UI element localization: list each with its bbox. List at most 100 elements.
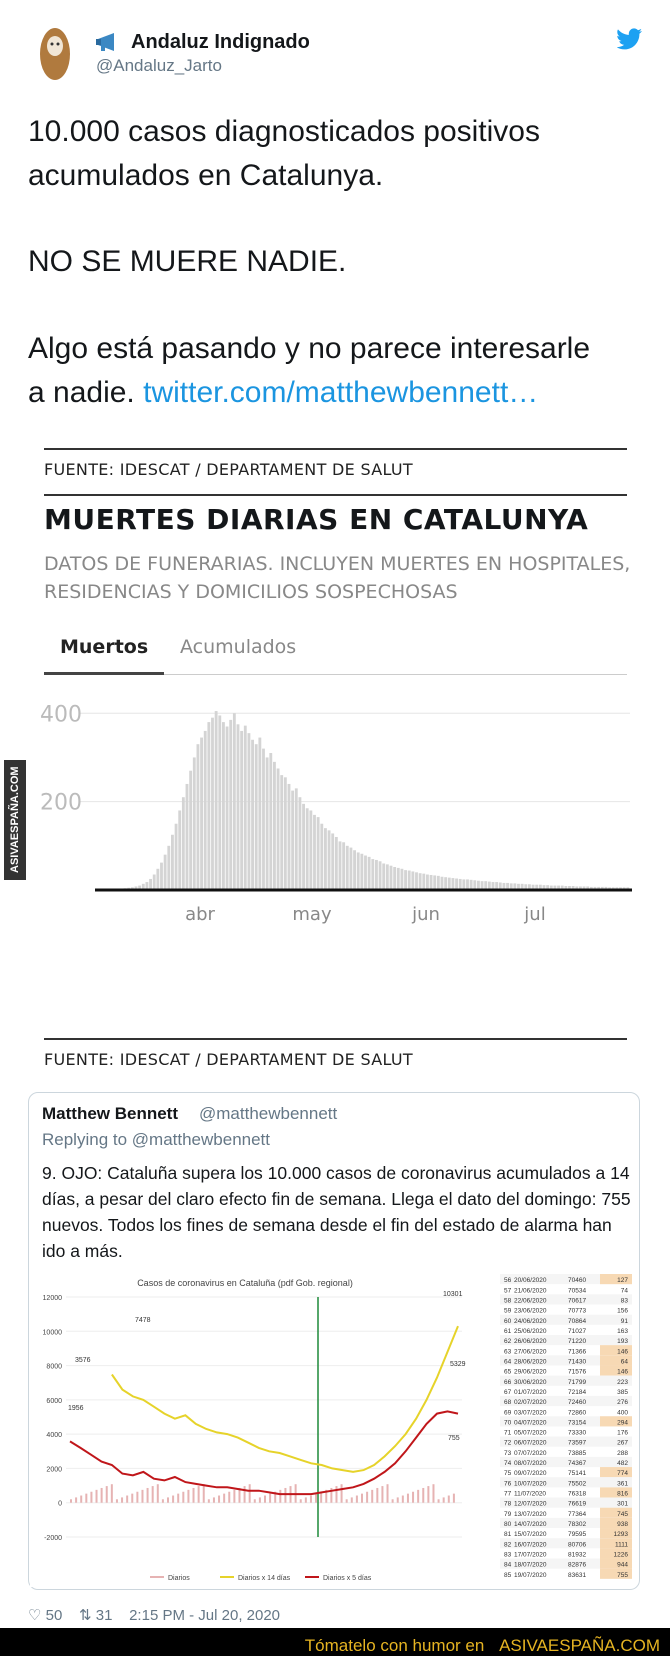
bar: [360, 853, 364, 890]
table-cell: 288: [617, 1450, 628, 1457]
y-tick-label: 4000: [46, 1432, 62, 1439]
table-highlight: [600, 1558, 632, 1569]
tweet-link[interactable]: twitter.com/matthewbennett…: [143, 376, 539, 409]
table-cell: 80706: [568, 1541, 586, 1548]
retweet-count: 31: [95, 1607, 113, 1624]
table-cell: 385: [617, 1389, 628, 1396]
table-cell: 146: [617, 1369, 628, 1376]
banner-site[interactable]: ASIVAESPAÑA.COM: [499, 1636, 660, 1655]
bar: [302, 803, 305, 890]
bar: [225, 726, 229, 890]
daily-bar: [274, 1491, 277, 1503]
tab-acumulados[interactable]: Acumulados: [180, 636, 297, 658]
timestamp[interactable]: 2:15 PM - Jul 20, 2020: [129, 1607, 281, 1624]
table-cell: 72460: [568, 1399, 586, 1406]
bar: [364, 855, 367, 890]
daily-bar: [167, 1497, 169, 1503]
bar: [429, 874, 433, 890]
y-tick-label: 200: [40, 791, 82, 816]
bar: [426, 874, 429, 890]
tab-muertos[interactable]: Muertos: [60, 636, 149, 658]
daily-bar: [172, 1495, 175, 1503]
daily-bar: [447, 1495, 450, 1503]
bar: [589, 886, 593, 890]
bar: [404, 870, 407, 890]
bar: [517, 883, 520, 890]
table-cell: 64: [621, 1358, 629, 1365]
table-cell: 64: [504, 1358, 512, 1365]
user-handle[interactable]: @Andaluz_Jarto: [96, 56, 222, 75]
table-cell: 77: [504, 1491, 512, 1498]
legend-label: Diarios: [168, 1575, 190, 1582]
megaphone-icon: [96, 33, 114, 51]
table-highlight: [600, 1538, 632, 1549]
quoted-display-name[interactable]: Matthew Bennett: [42, 1104, 178, 1123]
bar: [538, 884, 542, 890]
daily-bar: [315, 1493, 318, 1503]
table-cell: 71027: [568, 1328, 586, 1335]
retweet-icon[interactable]: ⇅: [78, 1607, 92, 1624]
table-cell: 17/07/2020: [514, 1552, 547, 1559]
table-cell: 62: [504, 1338, 512, 1345]
bar: [502, 882, 506, 890]
table-cell: 193: [617, 1338, 628, 1345]
table-cell: 71366: [568, 1348, 586, 1355]
table-cell: 15/07/2020: [514, 1531, 547, 1538]
table-cell: 70617: [568, 1297, 586, 1304]
table-cell: 79: [504, 1511, 512, 1518]
daily-bar: [80, 1495, 83, 1503]
daily-bar: [121, 1497, 124, 1503]
bar: [353, 850, 356, 890]
table-cell: 04/07/2020: [514, 1419, 547, 1426]
table-highlight: [600, 1274, 632, 1285]
table-cell: 63: [504, 1348, 512, 1355]
bar: [455, 878, 458, 890]
table-cell: 26/06/2020: [514, 1338, 547, 1345]
table-cell: 176: [617, 1430, 628, 1437]
bar: [407, 870, 411, 890]
table-cell: 73597: [568, 1440, 586, 1447]
table-cell: 755: [617, 1572, 628, 1579]
display-name[interactable]: Andaluz Indignado: [131, 31, 310, 53]
bar: [171, 834, 174, 890]
daily-bar: [105, 1486, 108, 1503]
daily-bar: [427, 1486, 430, 1503]
legend-label: Diarios x 14 días: [238, 1575, 291, 1582]
table-cell: 82876: [568, 1562, 586, 1569]
table-cell: 16/07/2020: [514, 1541, 547, 1548]
avatar[interactable]: [36, 24, 74, 82]
series-line: [111, 1325, 459, 1473]
table-cell: 29/06/2020: [514, 1369, 547, 1376]
bar: [156, 868, 160, 890]
table-cell: 06/07/2020: [514, 1440, 547, 1447]
bar: [451, 878, 455, 890]
table-cell: 76318: [568, 1491, 586, 1498]
table-highlight: [600, 1467, 632, 1478]
bar: [477, 880, 480, 890]
quoted-handle[interactable]: @matthewbennett: [199, 1104, 338, 1123]
daily-bar: [115, 1499, 118, 1503]
twitter-bird-icon[interactable]: [617, 28, 643, 50]
bar: [528, 884, 531, 890]
daily-bar: [284, 1487, 287, 1503]
bar: [520, 883, 524, 890]
bar: [375, 859, 378, 890]
table-cell: 09/07/2020: [514, 1470, 547, 1477]
table-highlight: [600, 1548, 632, 1559]
table-cell: 08/07/2020: [514, 1460, 547, 1467]
bar: [506, 882, 509, 890]
table-cell: 71: [504, 1430, 512, 1437]
table-cell: 70773: [568, 1308, 586, 1315]
tweet-stats: ♡ 50 ⇅ 31 2:15 PM - Jul 20, 2020: [28, 1606, 280, 1624]
daily-bar: [412, 1491, 415, 1503]
table-cell: 361: [617, 1480, 628, 1487]
daily-bar: [70, 1499, 72, 1503]
table-cell: 938: [617, 1521, 628, 1528]
table-cell: 70460: [568, 1277, 586, 1284]
daily-bar: [335, 1486, 338, 1503]
bar: [243, 725, 247, 890]
table-cell: 84: [504, 1562, 512, 1569]
heart-icon[interactable]: ♡: [28, 1607, 42, 1624]
table-cell: 66: [504, 1379, 512, 1386]
bar: [342, 842, 346, 890]
